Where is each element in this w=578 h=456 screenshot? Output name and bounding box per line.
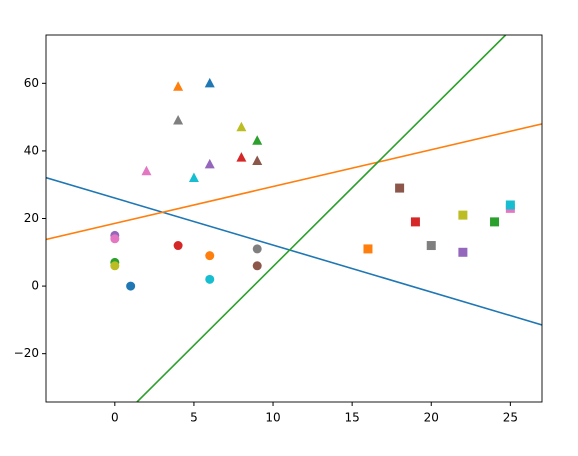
point: [252, 135, 263, 145]
line: [136, 35, 507, 402]
point: [252, 244, 262, 254]
point: [490, 217, 500, 227]
y-tick-label: 40: [24, 143, 39, 157]
point: [252, 261, 262, 271]
point: [458, 210, 468, 220]
y-tick-label: 20: [24, 211, 39, 225]
point: [236, 152, 247, 162]
point: [205, 274, 215, 284]
x-tick-label: 15: [345, 411, 360, 425]
x-tick-label: 0: [111, 411, 119, 425]
x-tick-label: 25: [503, 411, 518, 425]
point: [426, 241, 436, 251]
point: [204, 158, 215, 169]
y-tick-label: −20: [14, 346, 39, 360]
point: [173, 114, 184, 125]
point: [395, 183, 405, 193]
point: [236, 121, 247, 132]
point: [110, 234, 120, 244]
line: [46, 123, 542, 241]
point: [188, 172, 199, 182]
point: [205, 251, 215, 261]
point: [363, 244, 373, 254]
point: [141, 165, 152, 176]
point: [252, 155, 263, 166]
x-tick-label: 10: [265, 411, 280, 425]
point: [173, 241, 183, 251]
line: [46, 176, 542, 326]
point: [204, 77, 215, 88]
point: [505, 200, 515, 210]
point: [173, 81, 184, 91]
point: [458, 247, 468, 257]
point: [410, 217, 420, 227]
y-tick-label: 60: [24, 76, 39, 90]
x-tick-label: 20: [424, 411, 439, 425]
y-tick-label: 0: [31, 279, 39, 293]
x-tick-label: 5: [190, 411, 198, 425]
point: [126, 281, 136, 291]
plot-frame: [45, 34, 543, 403]
point: [110, 261, 120, 271]
